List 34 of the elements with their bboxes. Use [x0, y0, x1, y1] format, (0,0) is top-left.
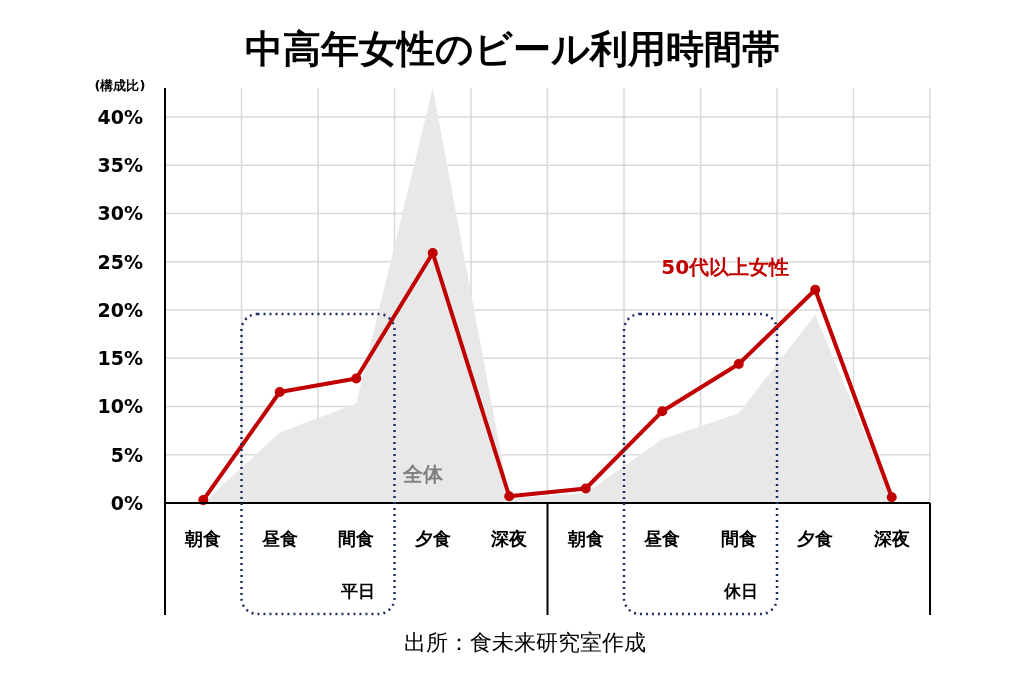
text: 平日 [340, 581, 376, 601]
text: 休日 [722, 581, 758, 601]
x-tick-label: 朝食 [184, 528, 222, 549]
point [580, 483, 591, 494]
chart-title: 中高年女性のビール利用時間帯 [244, 27, 780, 71]
text: 出所：食未来研究室作成 [404, 630, 646, 655]
point [657, 406, 668, 417]
x-tick-label: 間食 [720, 528, 757, 549]
point [886, 492, 897, 503]
point [810, 284, 821, 295]
x-tick-label: 夕食 [413, 528, 451, 549]
point [351, 373, 362, 384]
y-tick-label: 30% [97, 202, 143, 225]
point [504, 491, 515, 502]
y-tick-label: 20% [97, 298, 143, 321]
point [274, 387, 285, 398]
y-tick-label: 40% [97, 105, 143, 128]
y-tick-label: 5% [110, 443, 143, 466]
y-tick-label: 10% [97, 395, 143, 418]
x-tick-label: 昼食 [643, 528, 681, 549]
x-tick-label: 深夜 [872, 528, 910, 549]
x-tick-label: 深夜 [490, 528, 528, 549]
point [733, 359, 744, 370]
x-tick-label: 夕食 [796, 528, 834, 549]
y-tick-label: 25% [97, 250, 143, 273]
series-label: 全体 [401, 462, 444, 486]
x-tick-label: 昼食 [260, 528, 298, 549]
y-axis-title: (構成比) [94, 78, 146, 93]
x-tick-label: 朝食 [566, 528, 604, 549]
x-tick-label: 間食 [338, 528, 375, 549]
y-tick-label: 35% [97, 154, 143, 177]
y-tick-label: 0% [110, 492, 143, 514]
series-label: 50代以上女性 [661, 254, 790, 279]
y-tick-label: 15% [97, 347, 143, 370]
